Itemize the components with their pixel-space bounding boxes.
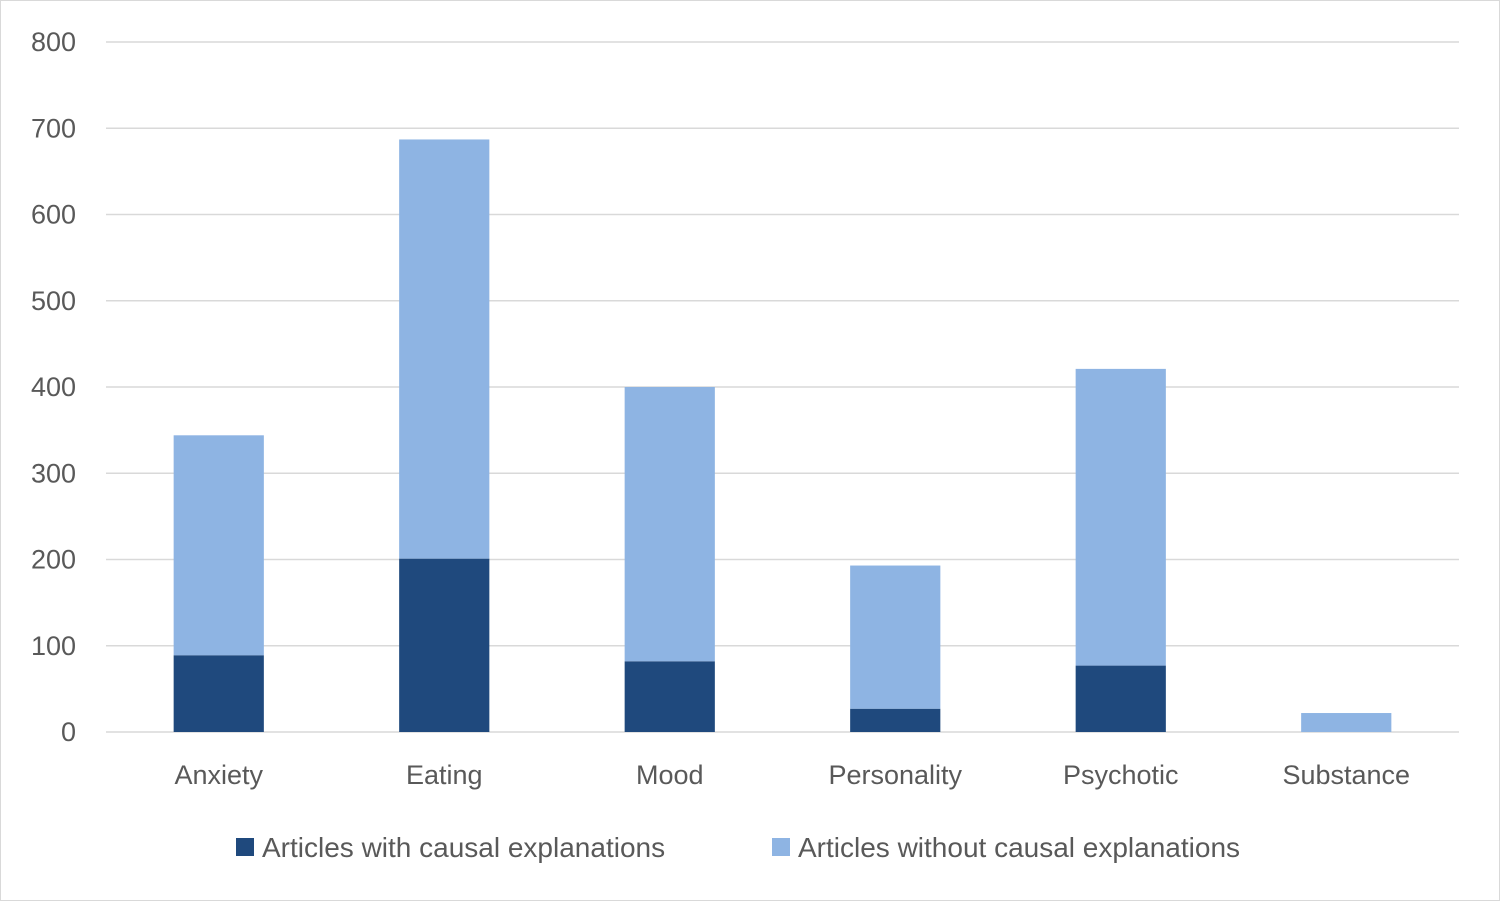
legend-swatch-2 [772,838,790,856]
x-tick-label: Substance [1282,760,1410,790]
x-tick-label: Personality [828,760,962,790]
bar-substance-series-2 [1301,713,1392,732]
y-tick-label: 100 [31,631,76,661]
y-tick-label: 600 [31,200,76,230]
y-tick-label: 400 [31,372,76,402]
bar-psychotic-series-2 [1075,368,1166,666]
bars [173,139,1392,732]
legend-label-2: Articles without causal explanations [798,832,1240,863]
x-tick-label: Psychotic [1063,760,1179,790]
y-tick-label: 200 [31,545,76,575]
bar-eating-series-2 [399,139,490,559]
y-tick-label: 500 [31,286,76,316]
bar-mood-series-2 [624,387,715,662]
y-tick-label: 800 [31,27,76,57]
y-tick-label: 0 [61,717,76,747]
x-tick-label: Eating [406,760,483,790]
legend-swatch-1 [236,838,254,856]
x-axis-labels: Anxiety Eating Mood Personality Psychotic Sub… [174,760,1410,790]
bar-anxiety-series-1 [173,655,264,732]
bar-personality-series-2 [850,565,941,709]
legend: Articles with causal explanations Article… [236,832,1240,863]
bar-anxiety-series-2 [173,435,264,656]
bar-mood-series-1 [624,661,715,732]
y-tick-label: 300 [31,458,76,488]
y-axis-ticks: 0 100 200 300 400 500 600 700 800 [31,27,76,747]
gridlines [106,41,1459,733]
bar-eating-series-1 [399,558,490,732]
legend-label-1: Articles with causal explanations [262,832,665,863]
x-tick-label: Mood [636,760,704,790]
x-tick-label: Anxiety [174,760,263,790]
bar-psychotic-series-1 [1075,665,1166,732]
bar-personality-series-1 [850,708,941,732]
y-tick-label: 700 [31,113,76,143]
